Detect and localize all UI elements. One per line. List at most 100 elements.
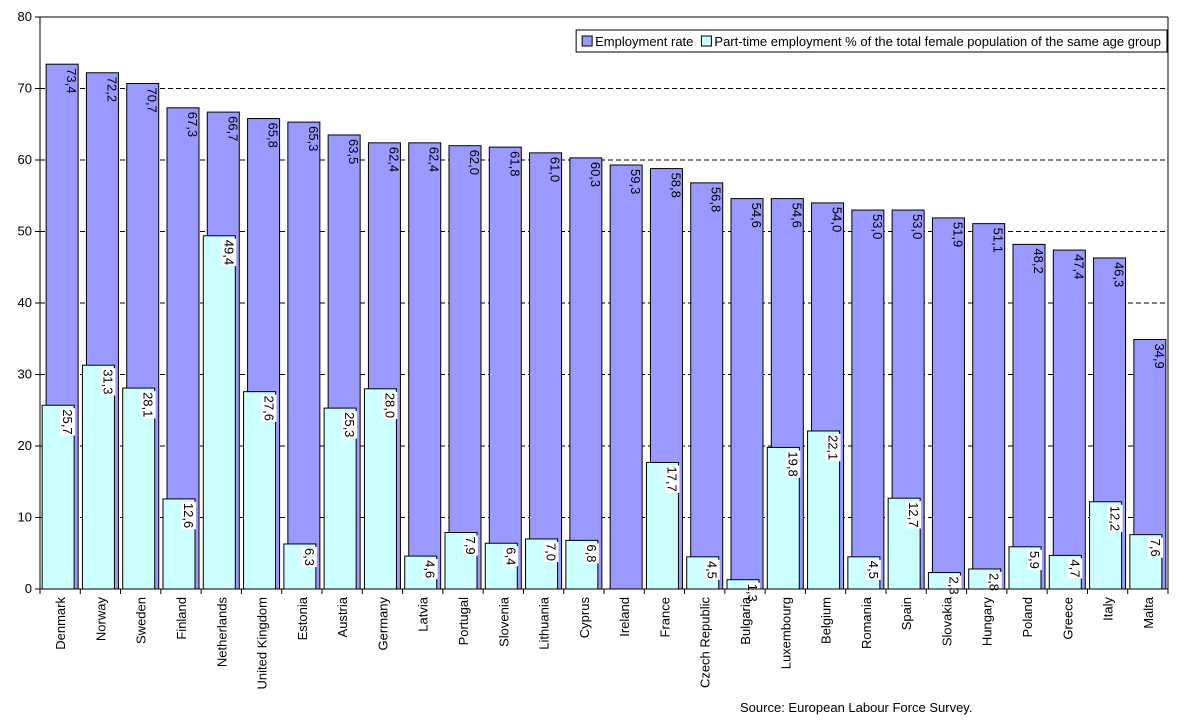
y-tick-label: 80 [18,9,32,24]
employment-rate-label: 59,3 [628,169,643,194]
x-category-label: France [657,597,672,637]
part-time-bar [363,388,397,590]
employment-rate-label: 54,6 [789,203,804,228]
part-time-label-bg [1067,558,1083,579]
source-note: Source: European Labour Force Survey. [740,700,972,715]
x-axis-labels: Denmark Norway Sweden Finland Netherlands Uni… [39,589,1169,690]
x-category-label: Belgium [819,597,834,644]
x-category-label: Finland [174,597,189,640]
part-time-label: 6,3 [302,548,317,566]
x-category-label: Italy [1101,597,1116,621]
part-time-label: 7,9 [463,537,478,555]
part-time-label-bg [221,238,237,267]
legend-swatch-employment-rate [581,35,593,47]
y-tick-label: 20 [18,438,32,453]
part-time-bar [122,387,156,590]
x-category-label: Cyprus [577,597,592,639]
employment-rate-label: 72,2 [104,77,119,102]
part-time-label: 7,6 [1148,539,1163,557]
part-time-label-bg [1107,504,1123,533]
employment-rate-label: 63,5 [346,139,361,164]
part-time-label: 49,4 [221,240,236,265]
part-time-label-bg [422,559,438,580]
part-time-label-bg [785,450,801,478]
employment-rate-label: 73,4 [64,68,79,93]
part-time-label: 4,6 [423,560,438,578]
part-time-label-bg [1147,537,1163,558]
y-tick-label: 50 [18,224,32,239]
part-time-label-bg [906,501,922,529]
x-category-label: Romania [859,596,874,649]
part-time-label-bg [181,501,196,530]
x-category-label: Slovakia [939,596,954,646]
x-category-label: Malta [1141,596,1156,629]
legend-box [575,29,1168,53]
employment-rate-label: 54,6 [749,203,764,228]
employment-rate-bar [972,223,1006,590]
employment-rate-bar [408,142,442,590]
employment-rate-bar [609,164,643,590]
x-category-label: Denmark [53,597,68,650]
employment-rate-label: 46,3 [1112,262,1127,287]
y-axis-ticks: 0 10 20 30 40 50 60 70 80 [18,9,40,596]
part-time-label: 7,0 [544,543,559,561]
legend-label-part-time: Part-time employment % of the total fema… [714,34,1161,49]
part-time-label-bg [664,465,680,493]
x-category-label: Greece [1060,597,1075,640]
part-time-label-bg [342,411,358,439]
employment-rate-bar [851,209,885,590]
bars: 73,4 25,7 72,2 31,3 70,7 28,1 67,3 12,6 66,7 49,4… [41,63,1167,603]
x-category-label: Lithuania [537,596,552,650]
employment-rate-bar [730,198,764,590]
employment-rate-label: 53,0 [870,214,885,239]
part-time-label-bg [261,394,277,422]
part-time-label-bg [825,433,841,462]
employment-rate-label: 66,7 [225,116,240,141]
y-tick-label: 10 [18,510,32,525]
x-category-label: Bulgaria [738,596,753,644]
x-category-label: Spain [899,597,914,630]
employment-rate-label: 65,8 [266,123,281,148]
employment-rate-label: 47,4 [1071,254,1086,279]
part-time-label: 4,7 [1067,559,1082,577]
x-category-label: Austria [335,596,350,637]
part-time-label-bg [543,541,559,563]
x-category-label: Slovenia [496,596,511,647]
x-category-label: Hungary [980,597,995,647]
y-tick-label: 30 [18,367,32,382]
y-tick-label: 0 [25,581,32,596]
part-time-label: 6,4 [503,547,518,565]
legend: Employment rate Part-time employment % of… [575,29,1168,53]
legend-swatch-part-time [700,35,712,47]
employment-rate-label: 54,0 [830,207,845,232]
x-category-label: Norway [93,597,108,642]
employment-rate-bar [931,217,965,590]
employment-rate-label: 65,3 [306,126,321,151]
x-category-label: Ireland [617,597,632,637]
employment-rate-label: 56,8 [709,187,724,212]
employment-rate-label: 51,1 [991,228,1006,253]
part-time-label-bg [1027,549,1042,570]
part-time-label: 4,5 [866,561,881,579]
y-tick-label: 40 [18,295,32,310]
employment-rate-bar [488,146,522,590]
employment-rate-label: 61,8 [507,151,522,176]
employment-rate-label: 62,4 [427,147,442,172]
employment-rate-label: 70,7 [145,87,160,112]
x-category-label: Netherlands [214,597,229,668]
part-time-label: 27,6 [262,396,277,421]
x-category-label: Germany [375,597,390,651]
employment-rate-bar [448,145,482,590]
part-time-label-bg [100,368,116,396]
part-time-label: 31,3 [100,369,115,394]
part-time-label-bg [946,575,962,596]
part-time-label: 4,5 [705,561,720,579]
part-time-label: 22,1 [826,435,841,460]
part-time-label: 12,6 [181,503,196,528]
employment-rate-label: 61,0 [548,157,563,182]
employment-rate-label: 67,3 [185,112,200,137]
x-category-label: Czech Republic [698,597,713,689]
x-category-label: United Kingdom [255,597,270,690]
employment-rate-bar [690,182,724,590]
